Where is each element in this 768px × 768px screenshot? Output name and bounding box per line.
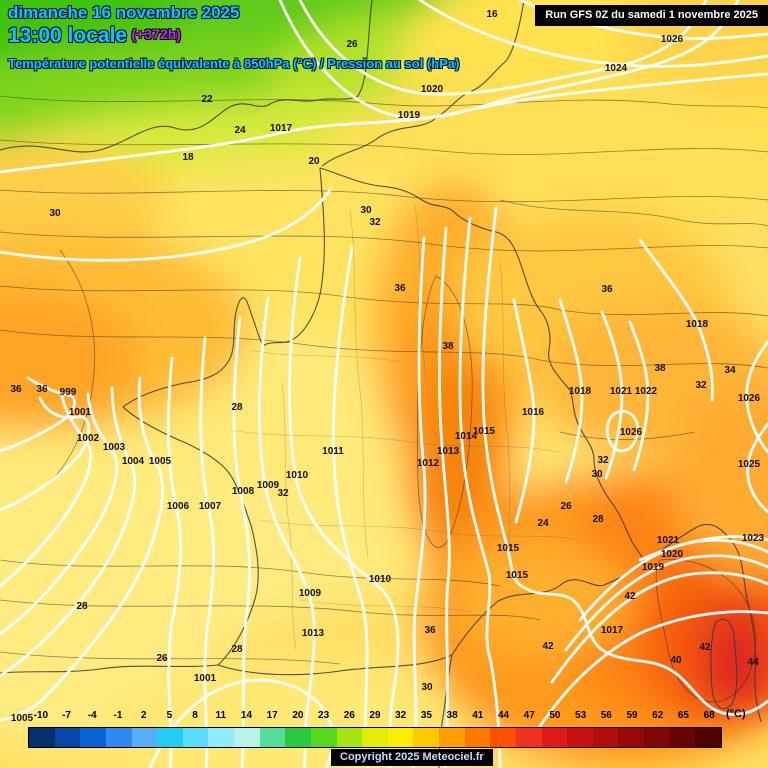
date-text: dimanche 16 novembre 2025 xyxy=(8,3,240,22)
scale-segment xyxy=(131,728,158,747)
scale-tick: 59 xyxy=(626,710,638,721)
scale-tick: -7 xyxy=(62,710,71,721)
scale-tick: 2 xyxy=(140,710,147,721)
scale-tick: 68 xyxy=(703,710,715,721)
scale-tick: 65 xyxy=(677,710,689,721)
header: dimanche 16 novembre 2025 13:00 locale (… xyxy=(8,3,459,71)
scale-segment xyxy=(105,728,132,747)
scale-segment xyxy=(567,728,593,747)
scale-tick: 38 xyxy=(446,710,458,721)
scale-tick: -10 xyxy=(33,710,49,721)
scale-segment xyxy=(29,728,55,747)
run-info: Run GFS 0Z du samedi 1 novembre 2025 xyxy=(535,5,768,26)
scale-segment xyxy=(490,728,516,747)
scale-tick: 35 xyxy=(420,710,432,721)
copyright: Copyright 2025 Meteociel.fr xyxy=(331,749,493,766)
scale-tick: 26 xyxy=(343,710,355,721)
scale-segment xyxy=(54,728,81,747)
scale-tick: -4 xyxy=(87,710,97,721)
map-subtitle: Température potentielle équivalente à 85… xyxy=(8,56,460,71)
scale-tick: 8 xyxy=(192,710,198,721)
scale-segment xyxy=(310,728,337,747)
scale-ticks: -10 -7 -4 -1 2 5 8 11 14 17 20 23 26 29 32 35 38 41 44 47 50… xyxy=(28,710,722,723)
scale-segment xyxy=(259,728,286,747)
scale-tick: 62 xyxy=(652,710,664,721)
scale-tick: 17 xyxy=(266,710,278,721)
scale-segment xyxy=(285,728,311,747)
scale-segment xyxy=(208,728,234,747)
scale-segment xyxy=(515,728,542,747)
scale-tick: 23 xyxy=(318,710,330,721)
forecast-offset: (+372h) xyxy=(131,26,181,42)
scale-tick: 11 xyxy=(215,710,227,721)
scale-tick: 50 xyxy=(549,710,561,721)
scale-segment xyxy=(413,728,439,747)
scale-segment xyxy=(695,728,721,747)
scale-tick: 47 xyxy=(523,710,535,721)
scale-tick: -1 xyxy=(113,710,123,721)
scale-segment xyxy=(644,728,670,747)
scale-tick: 14 xyxy=(240,710,253,721)
scale-segment xyxy=(387,728,414,747)
scale-tick: 20 xyxy=(292,710,304,721)
scale-segment xyxy=(592,728,619,747)
scale-tick: 32 xyxy=(395,710,407,721)
scale-tick: 44 xyxy=(497,710,510,721)
scale-tick: 56 xyxy=(600,710,612,721)
scale-segment xyxy=(439,728,465,747)
scale-segment xyxy=(157,728,183,747)
scale-tick: 29 xyxy=(369,710,381,721)
scale-segment xyxy=(234,728,260,747)
time-text: 13:00 locale xyxy=(8,24,128,47)
scale-segment xyxy=(80,728,106,747)
scale-segment xyxy=(336,728,363,747)
scale-tick: 41 xyxy=(472,710,484,721)
scale-segment xyxy=(541,728,568,747)
color-scale xyxy=(28,727,722,748)
scale-segment xyxy=(362,728,388,747)
scale-tick: 53 xyxy=(575,710,587,721)
scale-segment xyxy=(182,728,209,747)
scale-segment xyxy=(669,728,696,747)
scale-segment xyxy=(464,728,491,747)
scale-tick: 5 xyxy=(166,710,173,721)
scale-segment xyxy=(618,728,644,747)
scale-unit: (°C) xyxy=(726,708,746,720)
